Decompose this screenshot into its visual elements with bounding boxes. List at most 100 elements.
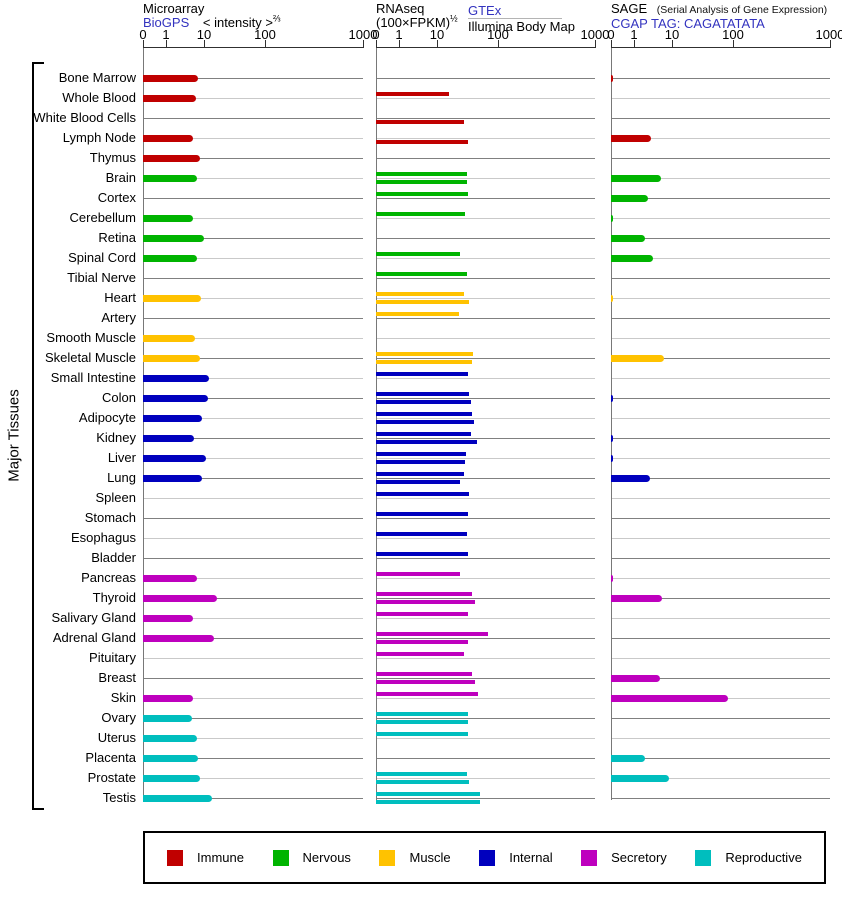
row-gridline bbox=[144, 558, 363, 559]
gtex-link[interactable]: GTEx bbox=[468, 3, 502, 18]
microarray-bar bbox=[143, 595, 217, 602]
row-gridline bbox=[377, 618, 595, 619]
row-gridline bbox=[144, 278, 363, 279]
tissue-label: Skeletal Muscle bbox=[44, 350, 136, 365]
secretory-color-swatch bbox=[581, 849, 598, 866]
biogps-link[interactable]: BioGPS bbox=[143, 15, 190, 30]
rnaseq-illumina-bar bbox=[376, 600, 475, 604]
tissue-label: Small Intestine bbox=[50, 370, 136, 385]
row-gridline bbox=[144, 458, 363, 459]
rnaseq-sources: GTEx Illumina Body Map bbox=[468, 2, 575, 34]
axis-tick bbox=[166, 40, 167, 48]
rnaseq-illumina-bar bbox=[376, 400, 471, 404]
tissue-label: Thymus bbox=[89, 150, 136, 165]
rnaseq-subtitle: (100×FPKM) bbox=[376, 15, 451, 30]
row-gridline bbox=[612, 478, 830, 479]
axis-baseline bbox=[376, 47, 595, 48]
row-gridline bbox=[377, 98, 595, 99]
row-gridline bbox=[612, 738, 830, 739]
rnaseq-gtex-bar bbox=[376, 592, 473, 596]
row-gridline bbox=[377, 598, 595, 599]
tissue-label: Testis bbox=[102, 790, 136, 805]
row-gridline bbox=[377, 478, 595, 479]
sage-bar bbox=[611, 235, 646, 242]
microarray-bar bbox=[143, 355, 200, 362]
sage-bar bbox=[611, 755, 646, 762]
row-gridline bbox=[377, 318, 595, 319]
microarray-bar bbox=[143, 295, 202, 302]
row-gridline bbox=[612, 438, 830, 439]
microarray-bar bbox=[143, 795, 213, 802]
rnaseq-illumina-bar bbox=[376, 680, 475, 684]
axis-tick bbox=[595, 40, 596, 48]
rnaseq-gtex-bar bbox=[376, 372, 469, 376]
microarray-header: Microarray BioGPS < intensity >⅔ bbox=[143, 2, 281, 30]
microarray-bar bbox=[143, 715, 193, 722]
sage-bar bbox=[611, 475, 651, 482]
rnaseq-gtex-bar bbox=[376, 272, 467, 276]
axis-tick bbox=[363, 40, 364, 48]
row-gridline bbox=[612, 78, 830, 79]
tissue-label: Skin bbox=[110, 690, 136, 705]
row-gridline bbox=[612, 598, 830, 599]
row-gridline bbox=[612, 678, 830, 679]
microarray-bar bbox=[143, 755, 198, 762]
rnaseq-gtex-bar bbox=[376, 452, 466, 456]
axis-tick-label: 1000 bbox=[348, 27, 378, 42]
rnaseq-gtex-bar bbox=[376, 572, 461, 576]
axis-tick bbox=[143, 40, 144, 48]
microarray-bar bbox=[143, 215, 193, 222]
microarray-bar bbox=[143, 455, 206, 462]
row-gridline bbox=[144, 698, 363, 699]
legend-label: Nervous bbox=[302, 850, 351, 865]
immune-color-swatch bbox=[167, 849, 183, 866]
row-gridline bbox=[144, 118, 363, 119]
illumina-body-map-label: Illumina Body Map bbox=[468, 19, 575, 34]
row-gridline bbox=[612, 198, 830, 199]
row-gridline bbox=[377, 298, 595, 299]
internal-color-swatch bbox=[479, 849, 496, 866]
row-gridline bbox=[612, 358, 830, 359]
legend-item-reproductive: Reproductive bbox=[695, 849, 802, 866]
row-gridline bbox=[377, 238, 595, 239]
rnaseq-illumina-bar bbox=[376, 420, 474, 424]
sage-bar bbox=[611, 595, 662, 602]
axis-tick-label: 0 bbox=[607, 27, 615, 42]
tissue-label: Salivary Gland bbox=[51, 610, 136, 625]
row-gridline bbox=[144, 738, 363, 739]
sage-bar bbox=[611, 695, 728, 702]
tissue-label: Kidney bbox=[96, 430, 136, 445]
tissue-label: Colon bbox=[102, 390, 136, 405]
microarray-bar bbox=[143, 335, 196, 342]
row-gridline bbox=[377, 78, 595, 79]
rnaseq-exponent: ½ bbox=[450, 13, 458, 24]
row-gridline bbox=[612, 538, 830, 539]
row-gridline bbox=[612, 158, 830, 159]
sage-bar bbox=[611, 355, 664, 362]
row-gridline bbox=[144, 478, 363, 479]
rnaseq-gtex-bar bbox=[376, 192, 469, 196]
tissue-label: Thyroid bbox=[92, 590, 136, 605]
row-gridline bbox=[612, 218, 830, 219]
microarray-bar bbox=[143, 75, 199, 82]
legend-item-nervous: Nervous bbox=[272, 849, 351, 866]
axis-baseline bbox=[143, 47, 363, 48]
row-gridline bbox=[144, 298, 363, 299]
rnaseq-gtex-bar bbox=[376, 412, 473, 416]
rnaseq-gtex-bar bbox=[376, 212, 466, 216]
row-gridline bbox=[144, 238, 363, 239]
tissue-label: Spinal Cord bbox=[68, 250, 136, 265]
axis-tick bbox=[634, 40, 635, 48]
cgap-tag-link[interactable]: CGAP TAG: CAGATATATA bbox=[611, 16, 765, 31]
row-gridline bbox=[144, 658, 363, 659]
microarray-subtitle: < intensity > bbox=[202, 15, 273, 30]
row-gridline bbox=[377, 218, 595, 219]
sage-bar bbox=[611, 135, 651, 142]
rnaseq-gtex-bar bbox=[376, 312, 459, 316]
tissue-label: Heart bbox=[104, 290, 136, 305]
tissue-label: Lung bbox=[107, 470, 136, 485]
row-gridline bbox=[612, 398, 830, 399]
row-gridline bbox=[144, 678, 363, 679]
row-gridline bbox=[377, 358, 595, 359]
axis-tick bbox=[611, 40, 612, 48]
